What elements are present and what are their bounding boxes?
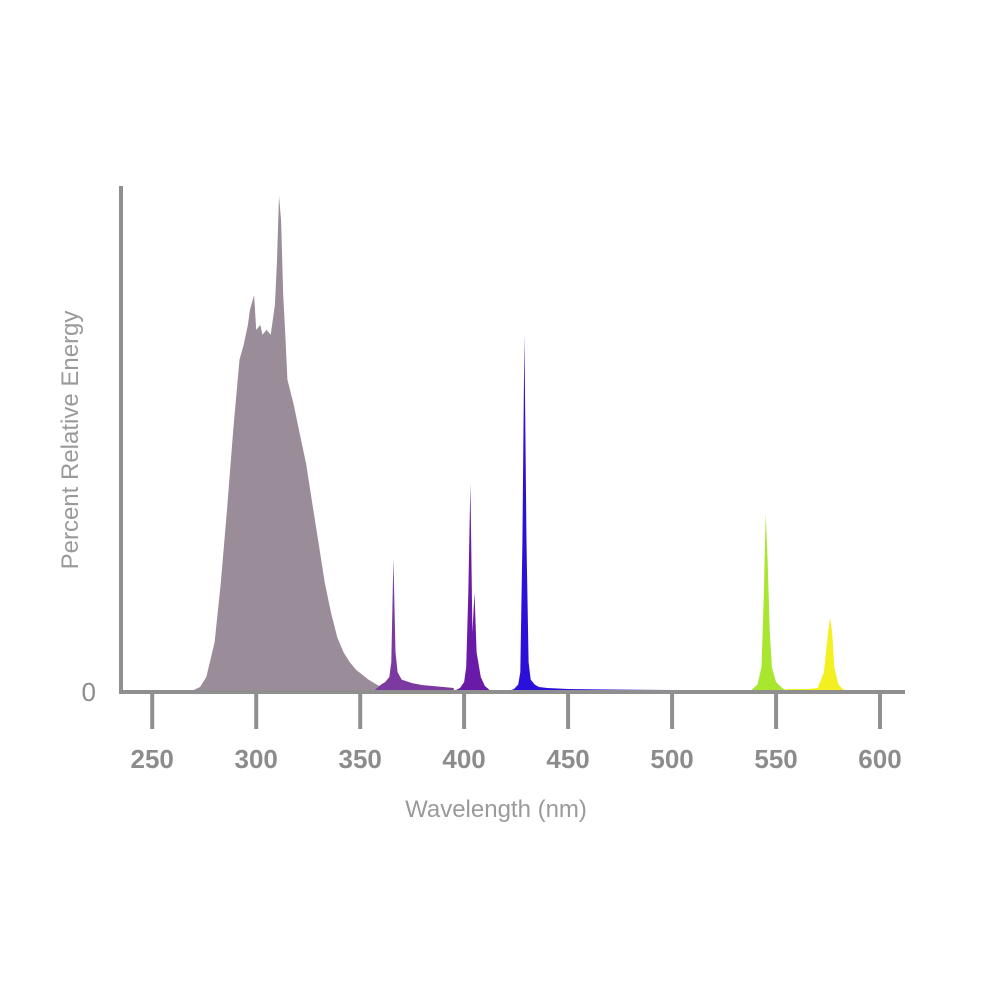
series-area-2: [372, 558, 454, 692]
x-tick-label-400: 400: [442, 744, 485, 774]
x-tick-label-550: 550: [754, 744, 797, 774]
series-area-3: [451, 483, 490, 692]
y-axis-title: Percent Relative Energy: [57, 311, 84, 570]
series-layer: [183, 195, 851, 692]
x-axis-title: Wavelength (nm): [405, 796, 587, 823]
series-area-5: [749, 513, 789, 692]
series-area-6: [776, 617, 851, 692]
series-area-4: [505, 334, 756, 692]
x-tick-label-500: 500: [650, 744, 693, 774]
x-tick-label-450: 450: [546, 744, 589, 774]
axis-layer: [119, 186, 905, 694]
x-tick-label-350: 350: [339, 744, 382, 774]
series-area-1: [183, 195, 381, 692]
y-tick-label-0: 0: [82, 677, 96, 707]
x-tick-label-300: 300: [235, 744, 278, 774]
x-tick-label-250: 250: [131, 744, 174, 774]
x-tick-label-600: 600: [858, 744, 901, 774]
ticks-layer: 250 300 350 400 450 500 550 600 0: [82, 677, 902, 774]
